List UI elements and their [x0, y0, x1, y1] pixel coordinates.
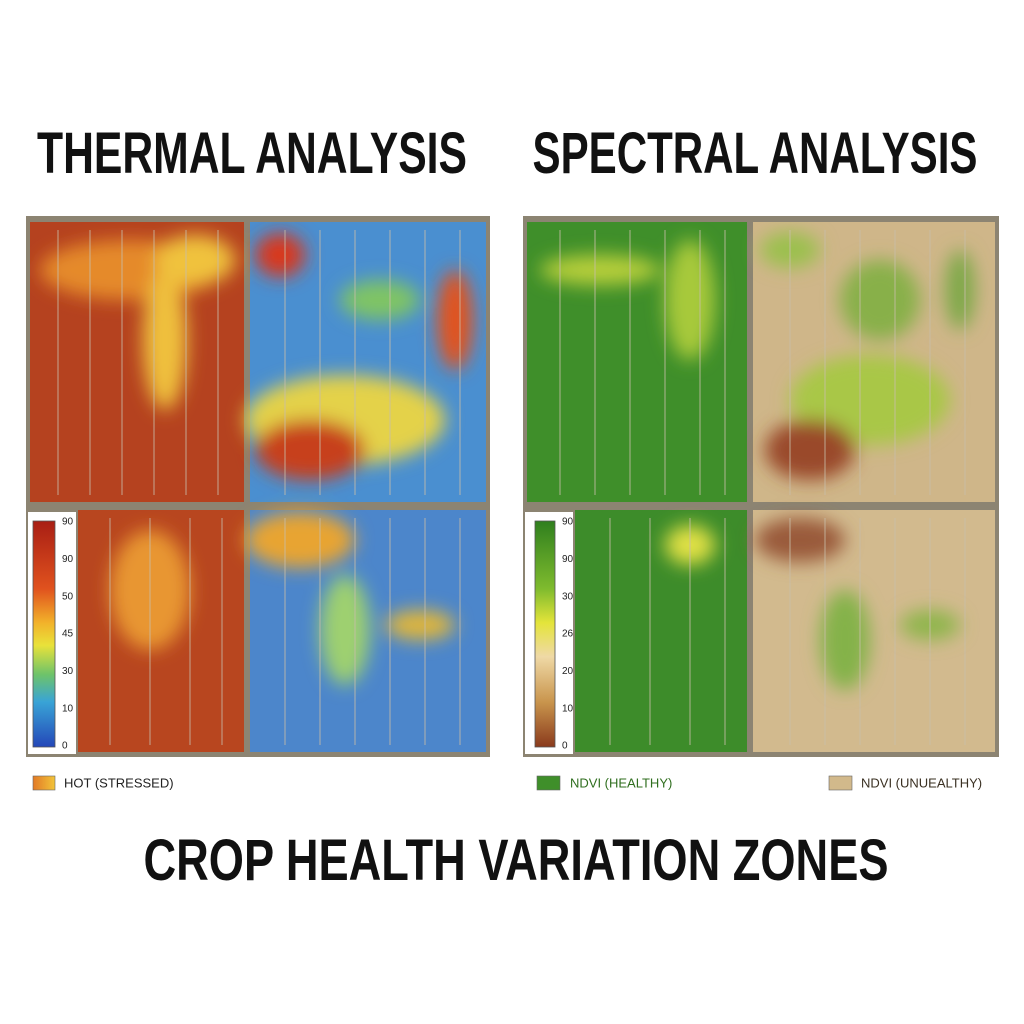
legend-label: NDVI (UNUEALTHY) — [861, 775, 982, 790]
scale-label: 45 — [62, 629, 74, 640]
thermal-map — [26, 216, 490, 757]
scale-label: 20 — [562, 666, 574, 677]
scale-label: 30 — [62, 666, 74, 677]
legend-label: NDVI (HEALTHY) — [570, 775, 672, 790]
scale-label: 90 — [62, 517, 74, 528]
thermal-colorbar — [32, 520, 56, 748]
scale-label: 0 — [62, 741, 68, 752]
scale-label: 10 — [62, 703, 74, 714]
scale-label: 10 — [562, 703, 574, 714]
footer-title: CROP HEALTH VARIATION ZONES — [144, 828, 889, 893]
scale-label: 90 — [562, 554, 574, 565]
spectral-map — [523, 216, 999, 757]
scale-label: 90 — [562, 517, 574, 528]
scale-label: 0 — [562, 741, 568, 752]
scale-label: 90 — [62, 554, 74, 565]
left-title: THERMAL ANALYSIS — [37, 121, 467, 186]
legend-swatch — [828, 775, 853, 791]
colorbar-ticks: 90 90 50 45 30 10 0 90 90 30 26 20 10 0 — [62, 517, 574, 752]
scale-label: 30 — [562, 591, 574, 602]
legend-swatch — [536, 775, 561, 791]
spectral-colorbar — [534, 520, 556, 748]
right-title: SPECTRAL ANALYSIS — [533, 121, 978, 186]
scale-label: 50 — [62, 591, 74, 602]
scale-label: 26 — [562, 629, 574, 640]
legend-label: HOT (STRESSED) — [64, 775, 174, 790]
legend-swatch — [32, 775, 56, 791]
